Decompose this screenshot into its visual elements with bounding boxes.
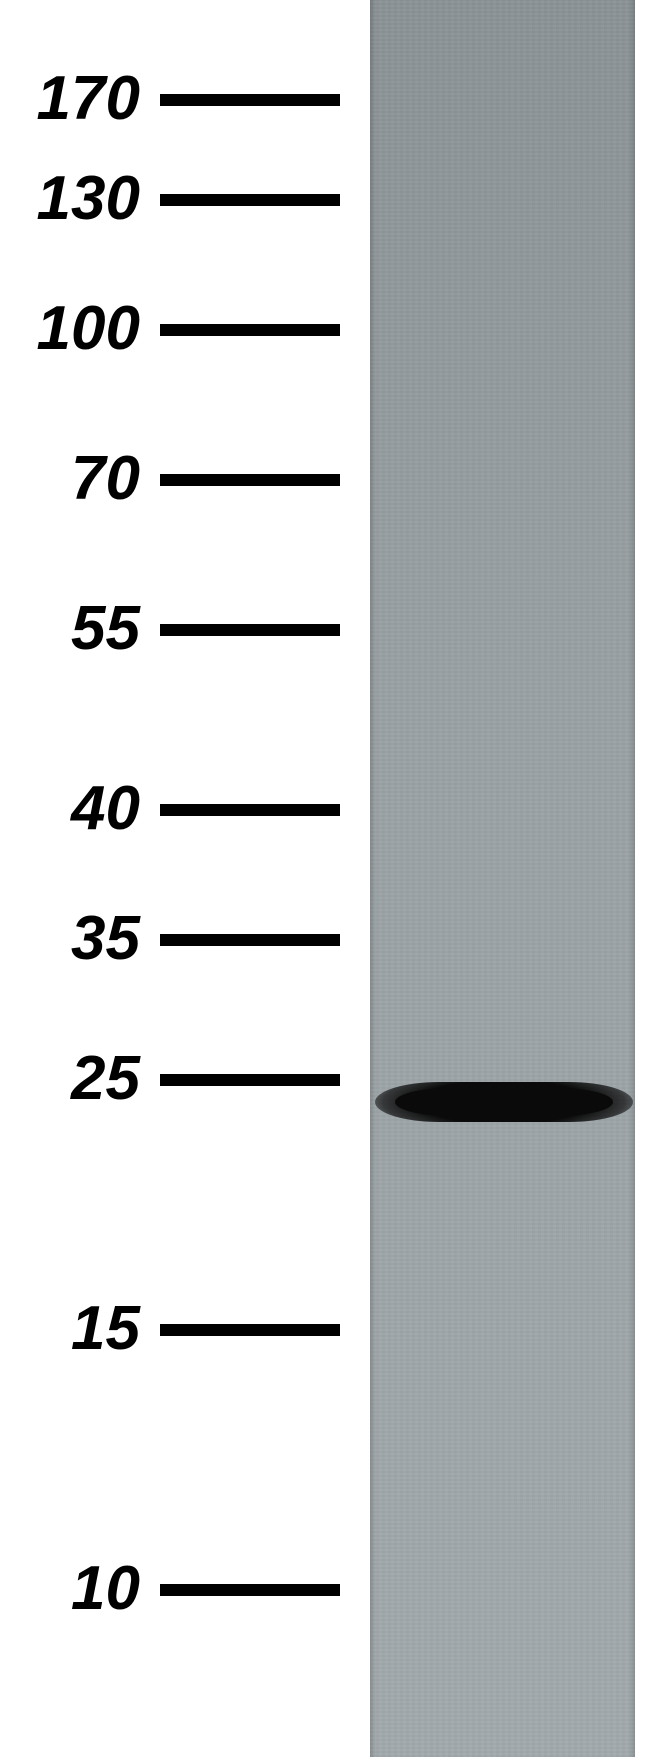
marker-tick-15: [160, 1324, 340, 1336]
lane-edge-right: [629, 0, 635, 1757]
marker-tick-55: [160, 624, 340, 636]
marker-tick-10: [160, 1584, 340, 1596]
blot-lane: [370, 0, 635, 1757]
band-core-0: [395, 1088, 613, 1116]
marker-label-40: 40: [10, 773, 140, 844]
marker-label-35: 35: [10, 903, 140, 974]
marker-label-25: 25: [10, 1043, 140, 1114]
marker-label-55: 55: [10, 593, 140, 664]
marker-tick-170: [160, 94, 340, 106]
marker-label-170: 170: [10, 63, 140, 134]
marker-tick-130: [160, 194, 340, 206]
western-blot-figure: 170 130 100 70 55 40 35 25 15 10: [0, 0, 650, 1757]
marker-label-15: 15: [10, 1293, 140, 1364]
marker-tick-35: [160, 934, 340, 946]
marker-label-10: 10: [10, 1553, 140, 1624]
marker-tick-70: [160, 474, 340, 486]
marker-label-70: 70: [10, 443, 140, 514]
marker-tick-25: [160, 1074, 340, 1086]
marker-tick-100: [160, 324, 340, 336]
lane-texture: [370, 0, 635, 1757]
marker-label-100: 100: [10, 293, 140, 364]
marker-tick-40: [160, 804, 340, 816]
lane-edge-left: [370, 0, 376, 1757]
marker-label-130: 130: [10, 163, 140, 234]
